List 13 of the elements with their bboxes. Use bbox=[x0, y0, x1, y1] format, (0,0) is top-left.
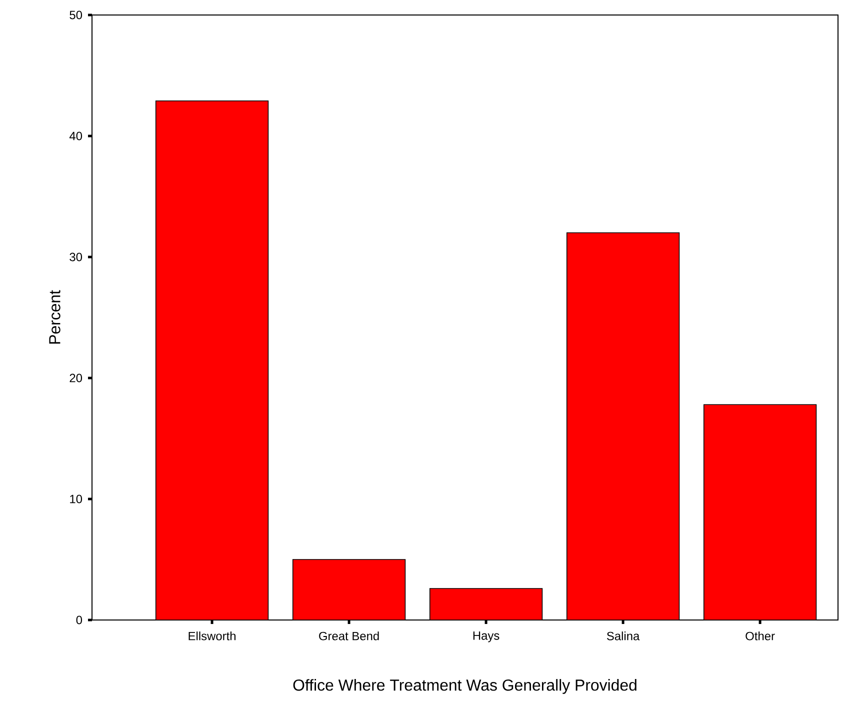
y-tick-label: 20 bbox=[70, 374, 82, 382]
y-tick-label: 30 bbox=[70, 252, 82, 262]
x-tick-label: Other bbox=[746, 632, 775, 640]
x-tick-label: Ellsworth bbox=[188, 632, 236, 640]
y-tick-label: 10 bbox=[70, 494, 82, 504]
y-tick-label: 50 bbox=[70, 10, 82, 20]
x-axis-title: Office Where Treatment Was Generally Provided bbox=[293, 679, 636, 694]
x-tick-label: Great Bend bbox=[319, 632, 379, 640]
y-axis-title: Percent bbox=[49, 290, 60, 344]
y-tick-label: 0 bbox=[76, 616, 82, 624]
y-tick-label: 40 bbox=[69, 132, 82, 140]
x-tick-label: Salina bbox=[606, 632, 640, 640]
x-tick-label: Hays bbox=[473, 632, 500, 642]
